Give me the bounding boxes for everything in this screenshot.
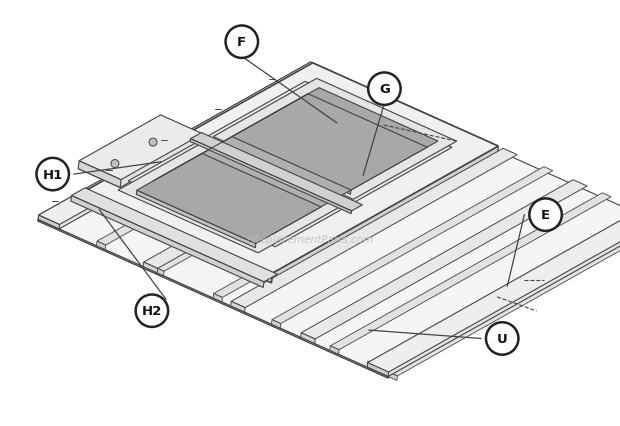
Polygon shape <box>214 141 494 298</box>
Polygon shape <box>190 133 363 211</box>
Polygon shape <box>38 63 319 219</box>
Polygon shape <box>153 181 272 240</box>
Polygon shape <box>232 89 438 190</box>
Polygon shape <box>97 242 106 250</box>
Polygon shape <box>272 167 552 324</box>
Polygon shape <box>38 69 620 378</box>
Polygon shape <box>330 346 339 354</box>
Polygon shape <box>301 180 587 339</box>
Polygon shape <box>156 115 436 272</box>
Circle shape <box>111 160 119 168</box>
Polygon shape <box>388 372 397 380</box>
Polygon shape <box>38 67 331 229</box>
Polygon shape <box>231 149 517 308</box>
Polygon shape <box>78 124 202 188</box>
Polygon shape <box>137 154 321 244</box>
Circle shape <box>226 26 258 59</box>
Polygon shape <box>389 219 620 376</box>
Circle shape <box>486 322 518 355</box>
Polygon shape <box>118 145 340 253</box>
Circle shape <box>529 199 562 231</box>
Polygon shape <box>213 294 223 302</box>
Text: eReplacementParts.com: eReplacementParts.com <box>246 234 374 245</box>
Text: G: G <box>379 83 390 96</box>
Polygon shape <box>272 320 281 328</box>
Polygon shape <box>38 67 620 377</box>
Polygon shape <box>128 82 452 247</box>
Polygon shape <box>213 79 457 200</box>
Polygon shape <box>367 215 620 377</box>
Polygon shape <box>153 95 427 235</box>
Text: H1: H1 <box>43 168 63 181</box>
Polygon shape <box>79 115 203 180</box>
Polygon shape <box>97 89 378 245</box>
Polygon shape <box>368 210 620 372</box>
Polygon shape <box>143 262 157 273</box>
Circle shape <box>37 158 69 191</box>
Polygon shape <box>144 110 430 269</box>
Polygon shape <box>330 193 611 350</box>
Text: E: E <box>541 209 550 222</box>
Polygon shape <box>231 137 351 195</box>
Polygon shape <box>301 333 315 344</box>
Polygon shape <box>71 188 278 282</box>
Polygon shape <box>190 139 352 214</box>
Polygon shape <box>231 302 245 312</box>
Text: F: F <box>237 36 246 49</box>
Polygon shape <box>86 64 312 200</box>
Polygon shape <box>155 268 164 276</box>
Circle shape <box>368 73 401 106</box>
Polygon shape <box>71 196 264 288</box>
Polygon shape <box>367 361 389 377</box>
Polygon shape <box>272 147 498 283</box>
Text: U: U <box>497 332 508 345</box>
Text: H2: H2 <box>142 305 162 317</box>
Polygon shape <box>78 161 121 188</box>
Polygon shape <box>38 216 47 224</box>
Polygon shape <box>38 220 388 378</box>
Circle shape <box>136 295 168 327</box>
Polygon shape <box>86 190 273 283</box>
Polygon shape <box>87 64 498 273</box>
Polygon shape <box>136 191 256 248</box>
Polygon shape <box>38 63 332 225</box>
Polygon shape <box>312 64 498 156</box>
Polygon shape <box>38 67 310 222</box>
Circle shape <box>149 139 157 147</box>
Polygon shape <box>38 216 60 229</box>
